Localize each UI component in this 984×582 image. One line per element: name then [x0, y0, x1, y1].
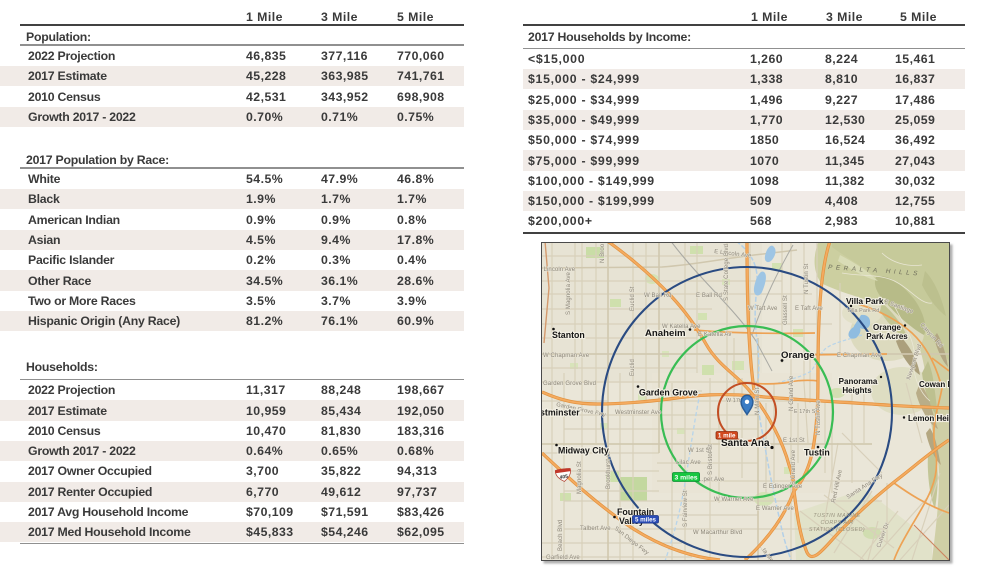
svg-text:E Taft Ave: E Taft Ave	[795, 306, 823, 312]
svg-text:E Edinger Ave: E Edinger Ave	[763, 484, 803, 490]
svg-text:Orange: Orange	[873, 323, 902, 332]
svg-text:CORPS AIR: CORPS AIR	[820, 520, 853, 526]
svg-text:Stanton: Stanton	[552, 330, 585, 340]
svg-text:Beach Blvd: Beach Blvd	[558, 520, 564, 551]
svg-text:Brookhurst St: Brookhurst St	[606, 451, 612, 489]
svg-text:W Chapman Ave: W Chapman Ave	[543, 353, 590, 359]
svg-text:Glassell St: Glassell St	[783, 295, 789, 325]
svg-text:W Taft Ave: W Taft Ave	[748, 306, 778, 312]
svg-text:TUSTIN MARINE: TUSTIN MARINE	[813, 513, 860, 519]
svg-text:S Bristol St: S Bristol St	[708, 444, 714, 475]
svg-text:S Grand Ave: S Grand Ave	[791, 449, 797, 485]
svg-text:Westminster: Westminster	[542, 408, 580, 418]
svg-text:Cowan He: Cowan He	[919, 380, 949, 389]
svg-text:Santa Ana: Santa Ana	[721, 438, 770, 449]
svg-text:E Lincoln Ave: E Lincoln Ave	[714, 249, 753, 260]
svg-text:Garden Grove: Garden Grove	[639, 388, 698, 398]
svg-text:405: 405	[559, 474, 568, 481]
svg-text:N Grand Ave: N Grand Ave	[789, 375, 795, 411]
svg-text:E Katella Av: E Katella Av	[698, 332, 731, 338]
svg-text:Tustin: Tustin	[804, 448, 830, 458]
svg-text:Midway City: Midway City	[558, 446, 609, 456]
svg-text:W 17th St: W 17th St	[726, 398, 751, 404]
svg-text:1 mile: 1 mile	[718, 433, 736, 440]
svg-text:3 miles: 3 miles	[674, 475, 697, 482]
svg-text:E 1st St: E 1st St	[783, 438, 805, 444]
svg-text:S Fairview St: S Fairview St	[683, 490, 689, 527]
svg-text:W Katella Ave: W Katella Ave	[662, 324, 701, 330]
svg-text:W Ball Rd: W Ball Rd	[644, 293, 672, 299]
svg-text:Talbert Ave: Talbert Ave	[580, 526, 611, 532]
svg-text:Magnolia St: Magnolia St	[577, 461, 583, 494]
svg-text:S Magnolia Ave: S Magnolia Ave	[566, 271, 572, 315]
svg-text:W Lincoln Ave: W Lincoln Ave	[542, 267, 576, 273]
svg-text:Villa Park: Villa Park	[846, 296, 884, 306]
svg-text:Lemon Heig: Lemon Heig	[908, 414, 949, 423]
svg-text:N Tustin St: N Tustin St	[804, 263, 810, 294]
svg-text:N Main St: N Main St	[755, 388, 761, 415]
svg-text:S State College Blvd: S State College Blvd	[724, 244, 730, 301]
svg-text:N Broo: N Broo	[600, 243, 606, 263]
svg-text:STATION (CLOSED): STATION (CLOSED)	[809, 527, 865, 533]
svg-text:Heights: Heights	[842, 386, 872, 395]
svg-text:W Macarthur Blvd: W Macarthur Blvd	[693, 530, 742, 536]
svg-text:Euclid St: Euclid St	[630, 286, 636, 311]
svg-text:E Warner Ave: E Warner Ave	[756, 506, 794, 512]
svg-text:W 1st St: W 1st St	[688, 448, 712, 454]
svg-text:Fountain: Fountain	[617, 507, 654, 517]
svg-text:E Ball Rd: E Ball Rd	[696, 293, 722, 299]
svg-text:..per Ave: ..per Ave	[700, 477, 725, 483]
svg-text:Orange: Orange	[781, 350, 815, 361]
svg-text:5 miles: 5 miles	[635, 517, 657, 524]
svg-text:Villa Park Rd: Villa Park Rd	[847, 308, 879, 314]
svg-text:Panorama: Panorama	[839, 377, 878, 386]
svg-text:Park Acres: Park Acres	[866, 332, 908, 341]
svg-text:Anaheim: Anaheim	[645, 328, 686, 339]
svg-text:Lilac Ave: Lilac Ave	[676, 460, 701, 466]
svg-text:Westminster Ave: Westminster Ave	[615, 410, 662, 416]
svg-text:W Warner Ave: W Warner Ave	[714, 497, 754, 503]
svg-text:Garden Grove Blvd: Garden Grove Blvd	[543, 381, 596, 387]
svg-text:N Tustin Ave: N Tustin Ave	[816, 400, 822, 435]
svg-text:E 17th St: E 17th St	[794, 409, 817, 415]
svg-text:Garfield Ave: Garfield Ave	[546, 555, 580, 560]
svg-text:E Chapman Ave: E Chapman Ave	[837, 353, 882, 359]
svg-text:Euclid: Euclid	[630, 359, 636, 376]
